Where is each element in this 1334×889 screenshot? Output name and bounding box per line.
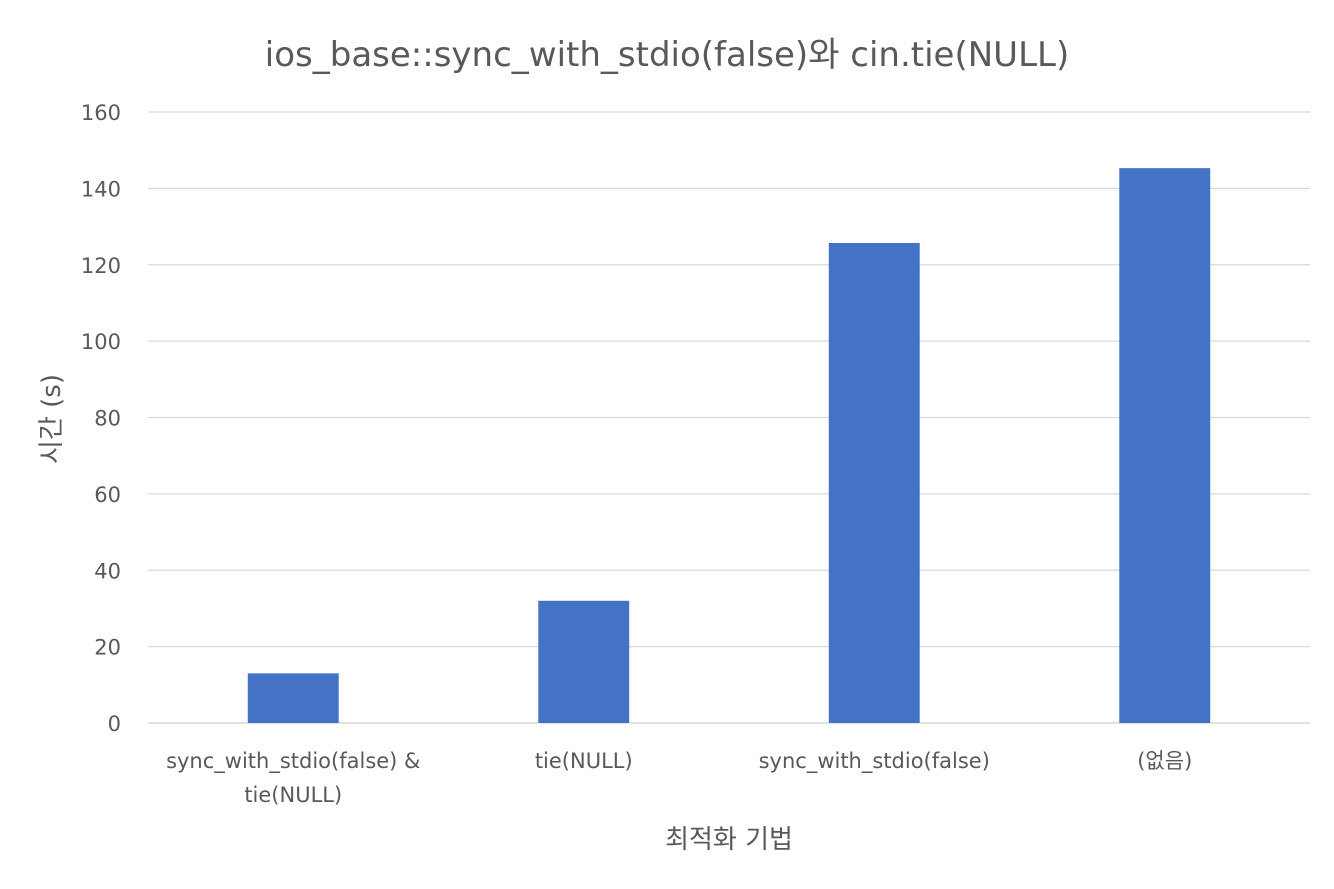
y-tick-label: 20 (94, 636, 121, 660)
bar (247, 673, 339, 723)
y-tick-label: 100 (81, 330, 121, 354)
x-axis-categories: sync_with_stdio(false) & tie(NULL) tie(NUL… (166, 749, 1192, 807)
chart-title: ios_base::sync_with_stdio(false)와 cin.ti… (265, 35, 1069, 75)
y-tick-label: 160 (81, 101, 121, 125)
x-category-label: sync_with_stdio(false) (759, 749, 990, 774)
x-category-label: sync_with_stdio(false) & (166, 749, 420, 774)
gridlines (148, 111, 1310, 724)
y-axis-ticks: 0 20 40 60 80 100 120 140 160 (81, 101, 121, 736)
bar (828, 242, 920, 723)
y-tick-label: 140 (81, 177, 121, 201)
x-category-label: (없음) (1137, 749, 1192, 773)
bar (1119, 168, 1211, 723)
y-tick-label: 0 (108, 712, 121, 736)
x-category-label: tie(NULL) (535, 749, 633, 773)
y-tick-label: 120 (81, 254, 121, 278)
x-category-label: tie(NULL) (244, 783, 342, 807)
y-tick-label: 60 (94, 483, 121, 507)
bar (538, 600, 630, 723)
y-axis-title: 시간 (s) (37, 374, 67, 464)
y-tick-label: 40 (94, 559, 121, 583)
x-axis-title: 최적화 기법 (665, 825, 793, 855)
y-tick-label: 80 (94, 407, 121, 431)
bars (247, 168, 1211, 723)
